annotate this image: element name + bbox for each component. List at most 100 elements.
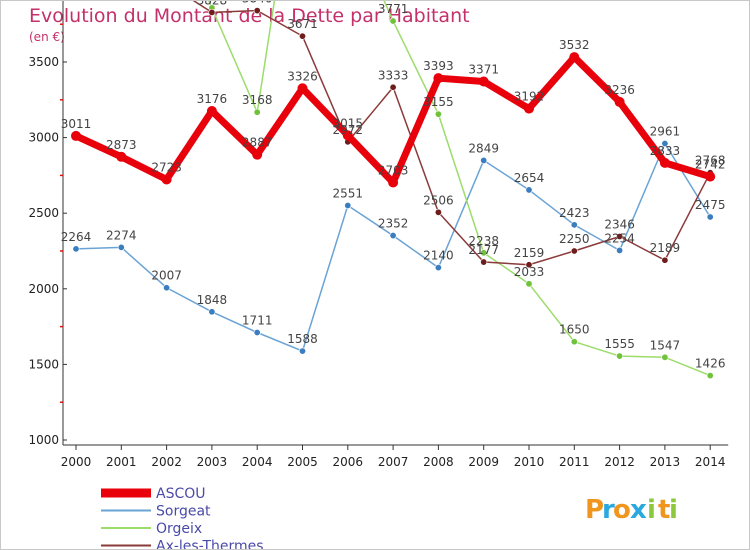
data-label: 1650 [559,323,590,337]
data-point [525,261,533,269]
data-point [706,372,714,380]
data-label: 1547 [650,338,681,352]
x-tick-label: 2000 [61,455,92,469]
data-point [433,73,444,84]
data-label: 2189 [650,241,681,255]
data-point [616,232,624,240]
data-point [117,243,125,251]
data-label: 3393 [423,59,454,73]
x-tick-label: 2001 [106,455,137,469]
legend-label: Ax-les-Thermes [156,539,264,550]
data-label: 1588 [287,332,318,346]
data-label: 3015 [333,116,364,130]
data-point [253,328,261,336]
x-tick-label: 2002 [151,455,182,469]
data-point [342,130,353,141]
data-label: 2254 [604,231,635,245]
logo-letter: i [669,495,678,525]
y-tick-label: 3000 [28,131,59,145]
legend-label: Orgeix [156,521,202,537]
legend-label: ASCOU [156,486,206,502]
x-tick-label: 2007 [378,455,409,469]
data-label: 1555 [604,337,635,351]
data-label: 3192 [514,90,545,104]
data-point [161,174,172,185]
x-tick-label: 2003 [197,455,228,469]
data-label: 2849 [468,141,499,155]
data-label: 2723 [151,160,182,174]
y-tick-label: 2500 [28,206,59,220]
data-label: 3168 [242,93,273,107]
data-point [208,308,216,316]
data-point [480,249,488,257]
data-label: 2833 [650,144,681,158]
data-point [253,108,261,116]
data-label: 2346 [604,217,635,231]
data-label: 2506 [423,193,454,207]
data-point [434,208,442,216]
data-label: 2475 [695,198,726,212]
data-point [659,157,670,168]
data-point [344,201,352,209]
data-point [661,353,669,361]
data-label: 1711 [242,313,273,327]
data-point [570,221,578,229]
data-point [616,246,624,254]
data-label: 2250 [559,232,590,246]
y-tick-label: 1000 [28,433,59,447]
data-point [478,76,489,87]
data-label: 2238 [468,234,499,248]
data-point [705,171,716,182]
data-label: 2654 [514,171,545,185]
logo-letter: i [647,495,656,525]
data-point [389,83,397,91]
data-point [525,280,533,288]
x-tick-label: 2006 [333,455,364,469]
data-label: 3371 [468,63,499,77]
data-point [297,83,308,94]
data-label: 2551 [333,186,364,200]
logo-letter: r [602,495,615,525]
data-point [524,103,534,114]
data-label: 3840 [242,1,273,6]
data-label: 3858 [197,1,228,3]
legend-label: Sorgeat [156,504,211,520]
data-point [163,284,171,292]
data-label: 1848 [197,293,228,307]
x-tick-label: 2011 [559,455,590,469]
data-label: 2887 [242,136,273,150]
data-point [206,105,217,116]
data-label: 2177 [468,243,499,257]
data-point [525,186,533,194]
series-line-orgeix [208,1,711,377]
data-label: 2007 [151,269,182,283]
data-label: 3532 [559,38,590,52]
data-point [208,8,216,16]
data-point [71,130,81,141]
data-label: 3011 [61,117,92,131]
data-label: 3155 [423,95,454,109]
y-tick-label: 1500 [28,357,59,371]
data-label: 3333 [378,68,409,82]
x-tick-label: 2005 [287,455,318,469]
data-point [434,110,442,118]
data-label: 2274 [106,228,137,242]
data-point [298,32,306,40]
y-tick-label: 2000 [28,282,59,296]
y-tick-label: 3500 [28,55,59,69]
data-label: 2768 [695,154,726,168]
data-point [434,264,442,272]
data-label: 3671 [287,17,318,31]
data-label: 3771 [378,2,409,16]
data-label: 2140 [423,249,454,263]
data-label: 2159 [514,246,545,260]
x-tick-label: 2010 [514,455,545,469]
data-label: 2703 [378,164,409,178]
data-point [72,245,80,253]
logo-letter: o [613,495,631,525]
data-label: 2742 [695,158,726,172]
x-tick-label: 2004 [242,455,273,469]
data-label: 2961 [650,124,681,138]
